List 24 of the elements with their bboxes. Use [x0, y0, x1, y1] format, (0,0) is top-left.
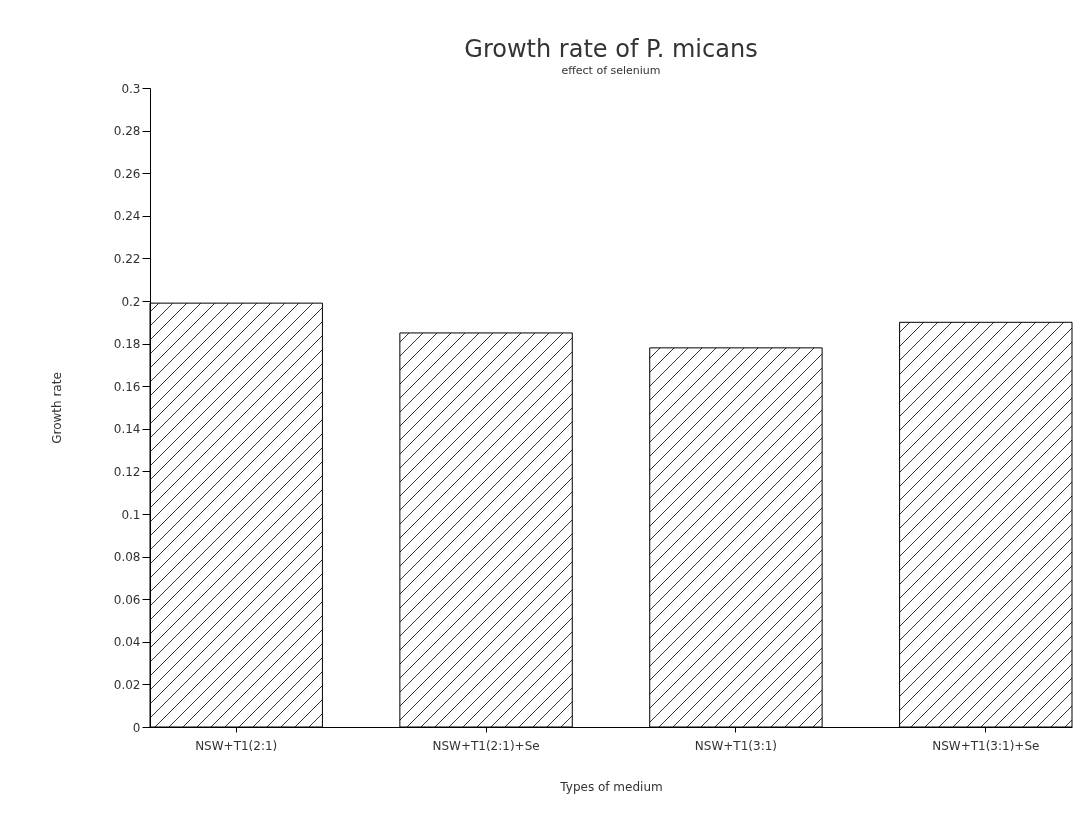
y-tick-label: 0.28 — [113, 124, 141, 139]
y-tick-label: 0.04 — [113, 635, 141, 650]
y-tick-label: 0.06 — [113, 592, 141, 607]
y-tick-label: 0.2 — [121, 294, 141, 309]
y-tick-label: 0.16 — [113, 379, 141, 394]
y-tick-label: 0.18 — [113, 337, 141, 352]
y-tick-label: 0.12 — [113, 464, 141, 479]
y-axis-title: Growth rate — [49, 372, 64, 444]
chart-title: Growth rate of P. micans — [464, 35, 758, 63]
y-tick-label: 0.24 — [113, 209, 141, 224]
x-tick-label: NSW+T1(2:1) — [195, 738, 278, 753]
x-tick-label: NSW+T1(3:1)+Se — [932, 738, 1040, 753]
x-axis-title: Types of medium — [559, 779, 663, 794]
x-tick-label: NSW+T1(2:1)+Se — [432, 738, 540, 753]
y-tick-label: 0.22 — [113, 251, 141, 266]
y-tick-label: 0.26 — [113, 166, 141, 181]
y-tick-label: 0 — [132, 720, 141, 735]
y-tick-label: 0.3 — [121, 81, 141, 96]
x-tick-label: NSW+T1(3:1) — [694, 738, 778, 753]
y-tick-label: 0.08 — [113, 550, 141, 565]
y-tick-label: 0.1 — [121, 507, 141, 522]
y-tick-label: 0.14 — [113, 422, 141, 437]
chart-subtitle: effect of selenium — [561, 64, 661, 77]
y-tick-label: 0.02 — [113, 677, 141, 692]
